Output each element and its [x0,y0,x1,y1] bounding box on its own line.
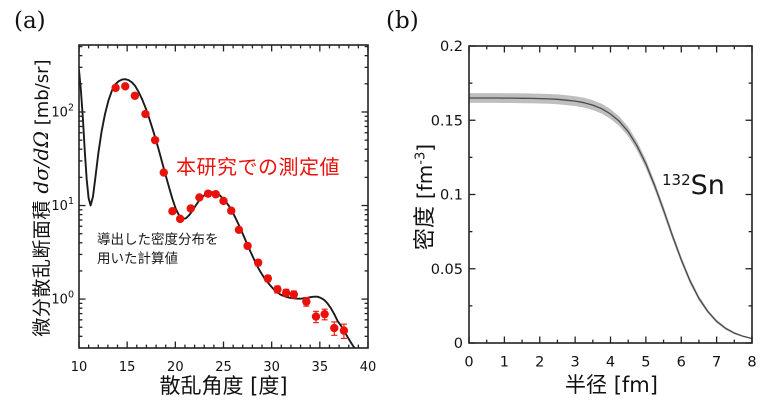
tick-labels: 0 1 2 3 4 5 6 7 8 0 0.05 0.1 0.15 0.2 [431,39,757,371]
data-point [281,288,291,297]
data-point [195,193,204,202]
tick-label: 30 [263,360,280,375]
tick-labels: 10 15 20 25 30 35 40 100 101 102 [51,102,376,375]
data-point [253,258,263,267]
tick-label: 0.15 [431,113,463,129]
data-point [227,206,236,215]
axes-frame [78,44,369,349]
y-axis-label-b-unit-exponent: -3 [413,151,429,165]
annotation-measured-values: 本研究での測定値 [176,155,340,179]
y-axis-label-density: 密度 [fm-3] [407,87,438,307]
y-axis-label-b-cjk: 密度 [413,199,438,251]
tick-label: 0.2 [440,39,463,55]
data-point [203,189,213,198]
data-point [150,135,160,145]
tick-label: 0 [454,336,463,352]
tick-label: 8 [747,355,756,371]
data-point [320,309,329,319]
axis-ticks [78,45,369,348]
data-point [175,214,185,224]
y-axis-label-a-unit: [mb/sr] [32,59,53,131]
data-point [121,82,130,91]
data-point [243,241,252,251]
data-point [168,206,177,216]
panel-b-plot: 0 1 2 3 4 5 6 7 8 0 0.05 0.1 0.15 0.2 [431,39,757,371]
data-point [339,326,349,335]
data-point [302,297,311,306]
measured-points [111,82,349,339]
tick-label: 101 [51,196,74,214]
tick-label: 5 [641,355,650,371]
tick-label: 100 [51,290,74,308]
data-point [211,190,220,199]
data-point [111,83,120,93]
y-axis-label-a-math: dσ/dΩ [29,130,53,194]
annotation-calc-line1: 導出した密度分布を [97,232,219,248]
data-point [330,323,339,333]
y-axis-label-cross-section: 微分散乱断面積 dσ/dΩ [mb/sr] [27,48,53,348]
tick-label: 10 [71,360,88,375]
tick-label: 20 [167,360,184,375]
data-point [130,91,140,100]
nuclide-mass-number: 132 [662,171,691,189]
tick-label: 3 [571,355,580,371]
tick-label: 0.1 [440,188,463,204]
tick-label: 7 [712,355,721,371]
tick-label: 4 [606,355,615,371]
data-point [186,204,195,213]
tick-label: 102 [51,102,74,120]
data-point [159,168,168,177]
axis-ticks [468,45,753,344]
panel-a-plot: 10 15 20 25 30 35 40 100 101 102 [51,44,376,375]
annotation-calculated-values: 導出した密度分布を 用いた計算値 [97,231,247,269]
y-axis-label-b-unit-suffix: ] [413,143,437,152]
tick-label: 2 [535,355,544,371]
tick-label: 15 [119,360,136,375]
panel-b-label: (b) [386,8,419,34]
y-axis-label-b-unit-prefix: [fm [413,164,437,200]
tick-label: 6 [677,355,686,371]
data-point [141,109,150,119]
nuclide-symbol: Sn [690,170,725,201]
y-axis-label-a-cjk: 微分散乱断面積 [31,193,53,337]
tick-label: 35 [312,360,329,375]
data-point [219,196,228,206]
panel-a-label: (a) [14,8,46,34]
x-axis-label-radius: 半径 [fm] [565,373,658,397]
density-curve [469,97,752,340]
y-axis-label-b-unit: [fm-3] [413,144,437,199]
tick-label: 0.05 [431,262,463,278]
data-point [289,290,299,299]
tick-label: 1 [500,355,509,371]
data-point [263,274,273,283]
data-point [234,225,244,235]
annotation-calc-line2: 用いた計算値 [97,251,178,267]
x-axis-label-scattering-angle: 散乱角度 [度] [159,374,288,398]
data-point [273,285,282,294]
tick-label: 40 [360,360,377,375]
annotation-nuclide-132sn: 132Sn [662,170,725,201]
tick-label: 25 [215,360,232,375]
tick-label: 0 [464,355,473,371]
uncertainty-band [469,93,752,340]
data-point [311,312,321,321]
